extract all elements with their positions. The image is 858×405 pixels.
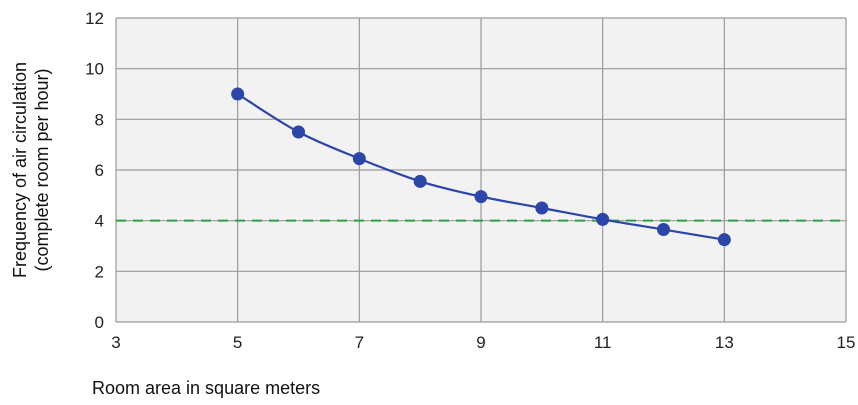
x-tick-label-11: 11 — [594, 333, 612, 352]
data-point-13 — [717, 233, 731, 247]
data-point-6 — [292, 125, 305, 139]
y-tick-label-12: 12 — [85, 9, 104, 28]
x-tick-label-13: 13 — [715, 333, 734, 352]
y-tick-label-10: 10 — [85, 60, 104, 79]
y-tick-label-4: 4 — [95, 212, 104, 231]
x-tick-label-3: 3 — [111, 333, 120, 352]
data-point-10 — [535, 201, 549, 215]
x-axis-title: Room area in square meters — [92, 378, 320, 398]
x-tick-label-5: 5 — [233, 333, 242, 352]
data-point-8 — [413, 174, 427, 188]
y-tick-label-6: 6 — [95, 161, 104, 180]
data-point-12 — [657, 223, 670, 237]
y-tick-label-0: 0 — [95, 313, 104, 332]
series-layer — [231, 87, 731, 247]
data-point-7 — [352, 152, 366, 166]
x-tick-label-15: 15 — [837, 333, 856, 352]
x-tick-label-7: 7 — [355, 333, 364, 352]
x-tick-label-9: 9 — [476, 333, 485, 352]
x-tick-labels: 3 5 7 9 11 13 15 — [111, 333, 855, 352]
data-point-5 — [231, 87, 245, 101]
y-tick-label-8: 8 — [95, 110, 104, 129]
y-tick-labels: 0 2 4 6 8 10 12 — [85, 9, 104, 332]
y-tick-label-2: 2 — [95, 262, 104, 281]
y-axis-title-line-2: (complete room per hour) — [32, 68, 52, 271]
y-axis-title-line-1: Frequency of air circulation — [10, 62, 30, 278]
data-point-11 — [596, 212, 610, 226]
data-point-9 — [474, 190, 488, 204]
